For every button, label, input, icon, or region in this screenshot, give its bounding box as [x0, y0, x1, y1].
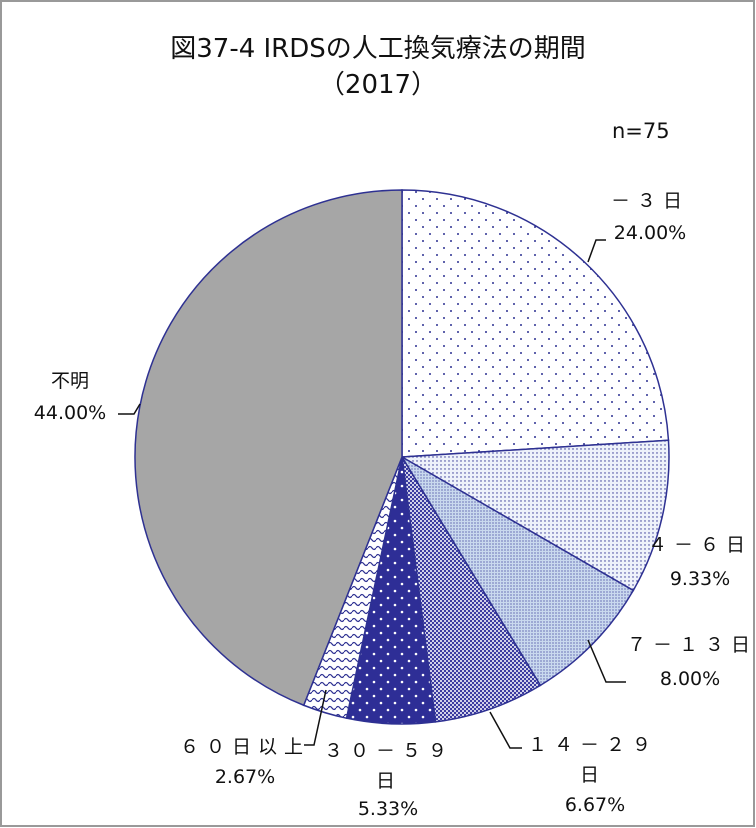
leader-line [587, 239, 606, 263]
category-label: －３日 [610, 190, 689, 212]
pie [134, 189, 670, 725]
category-label: １４－２９日 [527, 734, 658, 786]
category-label: ６０日以上 [179, 736, 310, 758]
leader-line [489, 711, 522, 749]
chart-title: 図37-4 IRDSの人工換気療法の期間 [170, 34, 586, 64]
value-label: 6.67% [564, 794, 626, 816]
leader-lines [118, 239, 626, 749]
category-label: 不明 [50, 370, 89, 392]
category-label: ４－６日 [647, 534, 752, 556]
value-label: 8.00% [659, 668, 721, 690]
pie-slice [399, 439, 670, 592]
pie-slice [401, 189, 670, 458]
pie-slice [401, 456, 635, 687]
leader-line [118, 403, 141, 415]
chart-subtitle: （2017） [318, 70, 438, 100]
leader-line [587, 639, 626, 683]
pie-slice [134, 189, 403, 707]
leader-line [304, 689, 327, 746]
value-label: 5.33% [357, 798, 419, 820]
annotation: n=75 [612, 119, 670, 143]
category-label: ３０－５９日 [323, 740, 454, 792]
value-label: 9.33% [669, 568, 731, 590]
value-label: 24.00% [613, 222, 687, 244]
pie-slice [401, 456, 542, 723]
value-label: 2.67% [214, 766, 276, 788]
value-label: 44.00% [33, 402, 107, 424]
category-label: ７－１３日 [626, 634, 756, 656]
